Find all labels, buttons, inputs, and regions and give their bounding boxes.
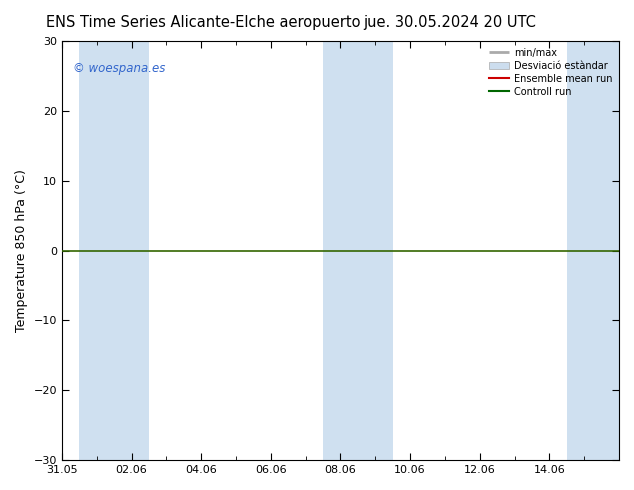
Bar [358,41,392,460]
Bar [567,41,619,460]
Bar [323,41,358,460]
Text: ENS Time Series Alicante-Elche aeropuerto: ENS Time Series Alicante-Elche aeropuert… [46,15,360,30]
Legend: min/max, Desviació estàndar, Ensemble mean run, Controll run: min/max, Desviació estàndar, Ensemble me… [488,46,614,98]
Text: © woespana.es: © woespana.es [73,62,165,75]
Text: jue. 30.05.2024 20 UTC: jue. 30.05.2024 20 UTC [364,15,536,30]
Bar [114,41,149,460]
Y-axis label: Temperature 850 hPa (°C): Temperature 850 hPa (°C) [15,169,28,332]
Bar [79,41,114,460]
